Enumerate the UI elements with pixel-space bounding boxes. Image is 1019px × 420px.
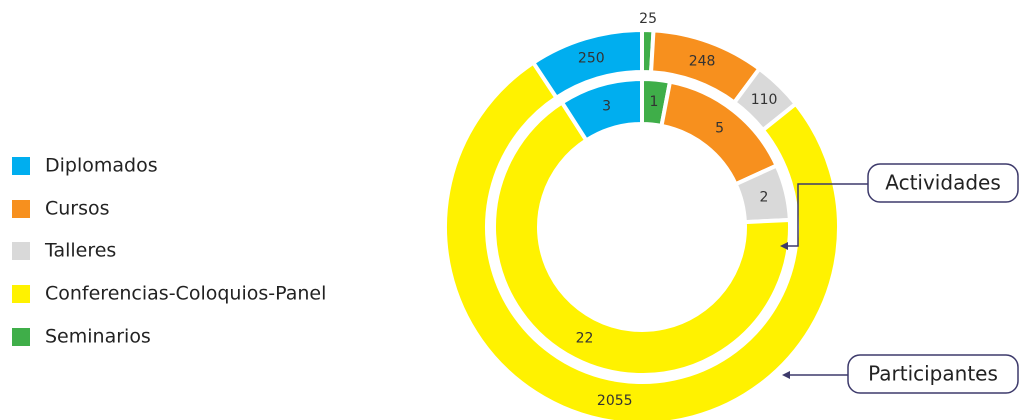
callout-arrow bbox=[782, 371, 790, 379]
callout-arrow bbox=[780, 242, 788, 250]
donut-slice bbox=[530, 27, 644, 101]
data-label: 3 bbox=[602, 99, 611, 115]
data-label: 2 bbox=[760, 189, 769, 205]
legend-swatch bbox=[12, 200, 30, 218]
data-label: 250 bbox=[578, 50, 605, 66]
legend-swatch bbox=[12, 157, 30, 175]
callout-box bbox=[867, 163, 1019, 203]
donut-slice bbox=[492, 99, 792, 377]
data-label: 1 bbox=[649, 94, 658, 110]
data-label: 5 bbox=[715, 120, 724, 136]
donut-slice bbox=[559, 76, 644, 144]
callout-participantes: Participantes bbox=[782, 354, 1019, 394]
legend-label: Diplomados bbox=[45, 155, 158, 177]
callout-line bbox=[786, 183, 868, 247]
legend-swatch bbox=[12, 242, 30, 260]
legend-label: Conferencias-Coloquios-Panel bbox=[45, 283, 326, 305]
data-label: 2055 bbox=[597, 393, 633, 409]
data-label: 248 bbox=[689, 54, 716, 70]
legend-swatch bbox=[12, 328, 30, 346]
callout-label: Participantes bbox=[868, 362, 998, 386]
callout-actividades: Actividades bbox=[780, 163, 1019, 250]
data-label: 22 bbox=[576, 331, 594, 347]
legend-label: Talleres bbox=[44, 240, 116, 262]
legend: Seminarios Cursos Talleres Conferencias-Col… bbox=[12, 155, 326, 348]
legend-label: Seminarios bbox=[45, 326, 151, 348]
legend-label: Cursos bbox=[45, 198, 110, 220]
legend-swatch bbox=[12, 285, 30, 303]
data-label: 110 bbox=[751, 92, 778, 108]
callout-box bbox=[847, 354, 1019, 394]
donut-slice bbox=[443, 59, 841, 420]
callout-label: Actividades bbox=[885, 171, 1001, 195]
data-label: 25 bbox=[639, 11, 657, 27]
